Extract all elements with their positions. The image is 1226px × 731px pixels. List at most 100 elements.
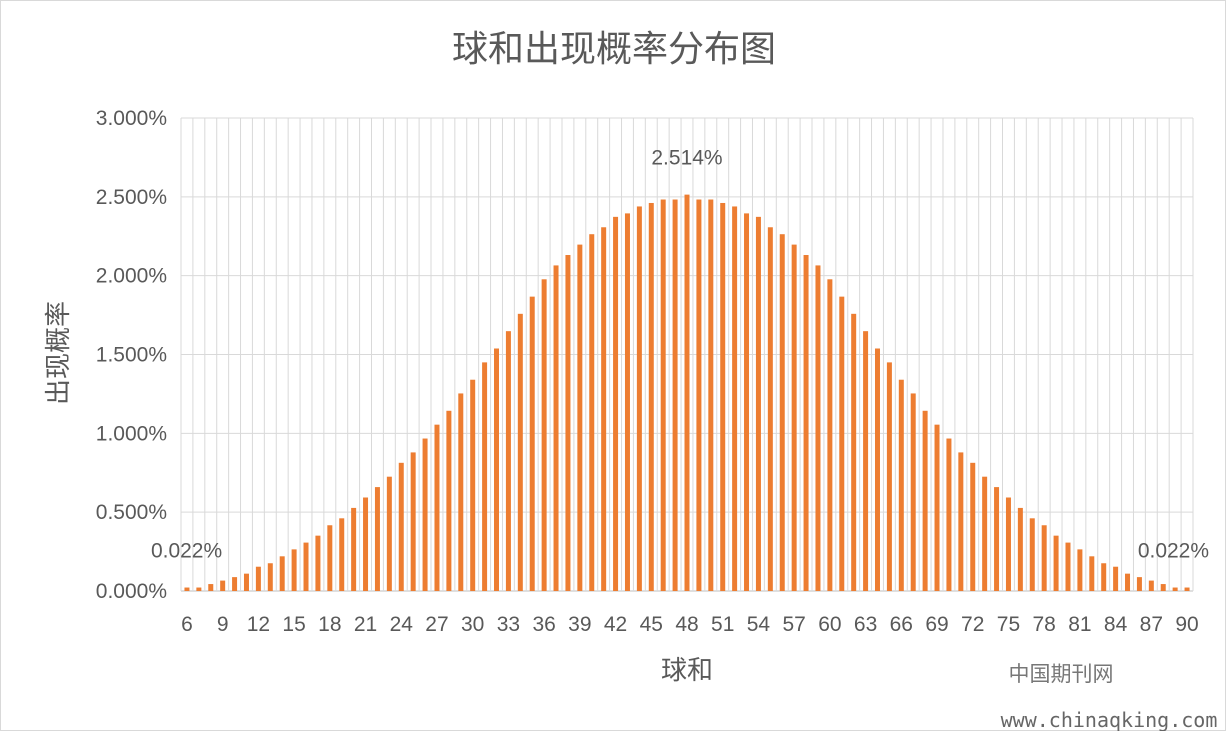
x-tick-label: 63	[854, 613, 877, 636]
x-tick-label: 36	[532, 613, 555, 636]
bar	[243, 573, 249, 591]
bar	[791, 244, 797, 592]
bar	[910, 393, 916, 591]
bar	[1077, 549, 1083, 591]
bar	[398, 462, 404, 591]
bar	[291, 549, 297, 591]
watermark-url: www.chinaqking.com	[1001, 708, 1218, 731]
x-axis-title: 球和	[661, 656, 713, 686]
bar	[577, 244, 583, 592]
bar	[863, 331, 869, 591]
bar	[1148, 580, 1154, 591]
bar	[220, 580, 226, 591]
bar	[267, 563, 273, 591]
bar	[946, 438, 952, 591]
bar	[696, 199, 702, 591]
watermark-cn: 中国期刊网	[1009, 662, 1114, 686]
bars-layer	[184, 194, 1190, 592]
bar	[1065, 542, 1071, 591]
x-tick-label: 69	[925, 613, 948, 636]
bar	[1136, 577, 1142, 591]
x-tick-label: 15	[282, 613, 305, 636]
bar	[458, 393, 464, 591]
y-axis-title: 出现概率	[44, 301, 74, 405]
bar	[851, 313, 857, 591]
bar	[613, 216, 619, 591]
bar	[494, 348, 500, 591]
data-label: 0.022%	[151, 540, 222, 563]
x-tick-label: 75	[997, 613, 1020, 636]
x-tick-label: 42	[604, 613, 627, 636]
bar	[315, 535, 321, 591]
bar	[601, 227, 607, 591]
bar	[1113, 566, 1119, 591]
x-tick-label: 60	[818, 613, 841, 636]
bar	[446, 410, 452, 591]
x-tick-label: 66	[890, 613, 913, 636]
data-labels: 0.022% 2.514% 0.022%	[151, 147, 1209, 563]
bar	[827, 279, 833, 591]
bar	[255, 566, 261, 591]
bar	[363, 497, 369, 591]
bar	[1053, 535, 1059, 591]
bar	[482, 362, 488, 591]
bar	[196, 587, 202, 591]
bar	[1089, 556, 1095, 591]
x-tick-label: 39	[568, 613, 591, 636]
bar	[672, 199, 678, 591]
chart-title: 球和出现概率分布图	[452, 29, 776, 70]
x-tick-label: 57	[782, 613, 805, 636]
bar	[970, 462, 976, 591]
bar	[624, 213, 630, 591]
x-tick-label: 48	[675, 613, 698, 636]
bar	[982, 476, 988, 591]
bar	[422, 438, 428, 591]
bar	[470, 379, 476, 591]
x-tick-label: 54	[747, 613, 771, 636]
bar	[410, 452, 416, 591]
bar	[708, 199, 714, 591]
data-label: 2.514%	[651, 147, 722, 170]
y-tick-label: 1.000%	[96, 422, 167, 445]
bar	[517, 313, 523, 591]
bar	[1029, 518, 1035, 591]
bar	[755, 216, 761, 591]
x-tick-labels: 6 9 12 15 18 21 24 27 30 33 36 39 42 45 48 51 54 57 60 63 66…	[181, 613, 1199, 636]
x-tick-label: 90	[1175, 613, 1198, 636]
bar	[732, 206, 738, 592]
bar	[374, 487, 380, 591]
y-tick-label: 0.500%	[96, 501, 167, 524]
bar	[1101, 563, 1107, 591]
bar	[839, 296, 845, 591]
bar	[184, 587, 190, 591]
x-tick-label: 72	[961, 613, 984, 636]
bar	[1125, 573, 1131, 591]
bar	[898, 379, 904, 591]
x-tick-label: 51	[711, 613, 734, 636]
bar	[386, 476, 392, 591]
x-tick-label: 9	[217, 613, 229, 636]
y-tick-labels: 0.000% 0.500% 1.000% 1.500% 2.000% 2.500% 3.00…	[96, 107, 167, 603]
grid-layer	[180, 117, 1194, 592]
bar	[922, 410, 928, 591]
bar	[529, 296, 535, 591]
bar	[636, 206, 642, 592]
bar	[565, 255, 571, 591]
x-tick-label: 6	[181, 613, 193, 636]
bar	[553, 265, 559, 591]
bar	[232, 577, 238, 591]
bar	[994, 487, 1000, 591]
bar	[1160, 584, 1166, 591]
bar	[660, 199, 666, 591]
bar	[208, 584, 214, 591]
bar	[815, 265, 821, 591]
bar	[874, 348, 880, 591]
x-tick-label: 78	[1032, 613, 1055, 636]
bar	[958, 452, 964, 591]
bar	[589, 234, 595, 592]
bar	[339, 518, 345, 591]
x-tick-label: 87	[1140, 613, 1163, 636]
bar	[1005, 497, 1011, 591]
